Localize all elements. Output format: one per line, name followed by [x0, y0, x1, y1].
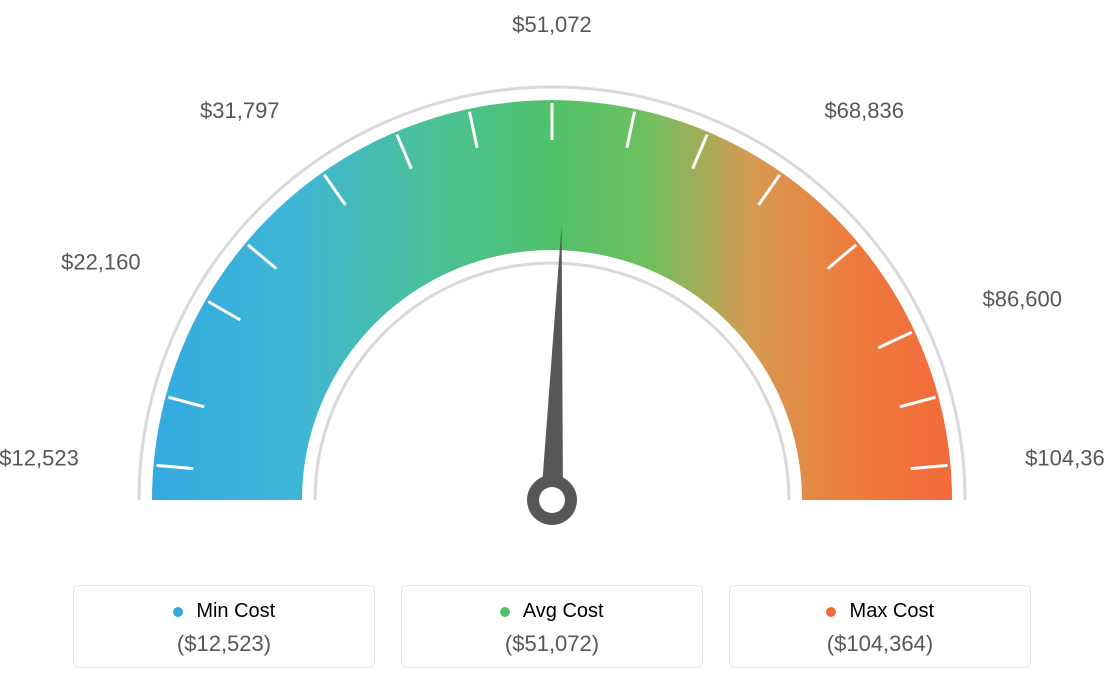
svg-text:$22,160: $22,160	[61, 250, 141, 275]
legend-row: Min Cost ($12,523) Avg Cost ($51,072) Ma…	[0, 585, 1104, 668]
gauge-chart: $12,523 $22,160 $31,797 $51,072 $68,836 $86,6…	[0, 0, 1104, 690]
legend-title-min: Min Cost	[74, 600, 374, 623]
dot-avg	[500, 607, 510, 617]
legend-value-min: ($12,523)	[74, 631, 374, 657]
svg-text:$104,364: $104,364	[1025, 446, 1104, 471]
legend-label-avg: Avg Cost	[523, 600, 604, 622]
legend-title-avg: Avg Cost	[402, 600, 702, 623]
legend-card-max: Max Cost ($104,364)	[729, 585, 1031, 668]
dot-min	[173, 607, 183, 617]
legend-card-avg: Avg Cost ($51,072)	[401, 585, 703, 668]
legend-label-max: Max Cost	[850, 600, 934, 622]
dot-max	[826, 607, 836, 617]
svg-text:$12,523: $12,523	[0, 446, 79, 471]
svg-text:$86,600: $86,600	[982, 286, 1062, 311]
legend-card-min: Min Cost ($12,523)	[73, 585, 375, 668]
svg-text:$68,836: $68,836	[824, 98, 904, 123]
svg-text:$31,797: $31,797	[200, 98, 280, 123]
legend-value-max: ($104,364)	[730, 631, 1030, 657]
legend-label-min: Min Cost	[196, 600, 275, 622]
legend-value-avg: ($51,072)	[402, 631, 702, 657]
svg-text:$51,072: $51,072	[512, 12, 592, 37]
legend-title-max: Max Cost	[730, 600, 1030, 623]
